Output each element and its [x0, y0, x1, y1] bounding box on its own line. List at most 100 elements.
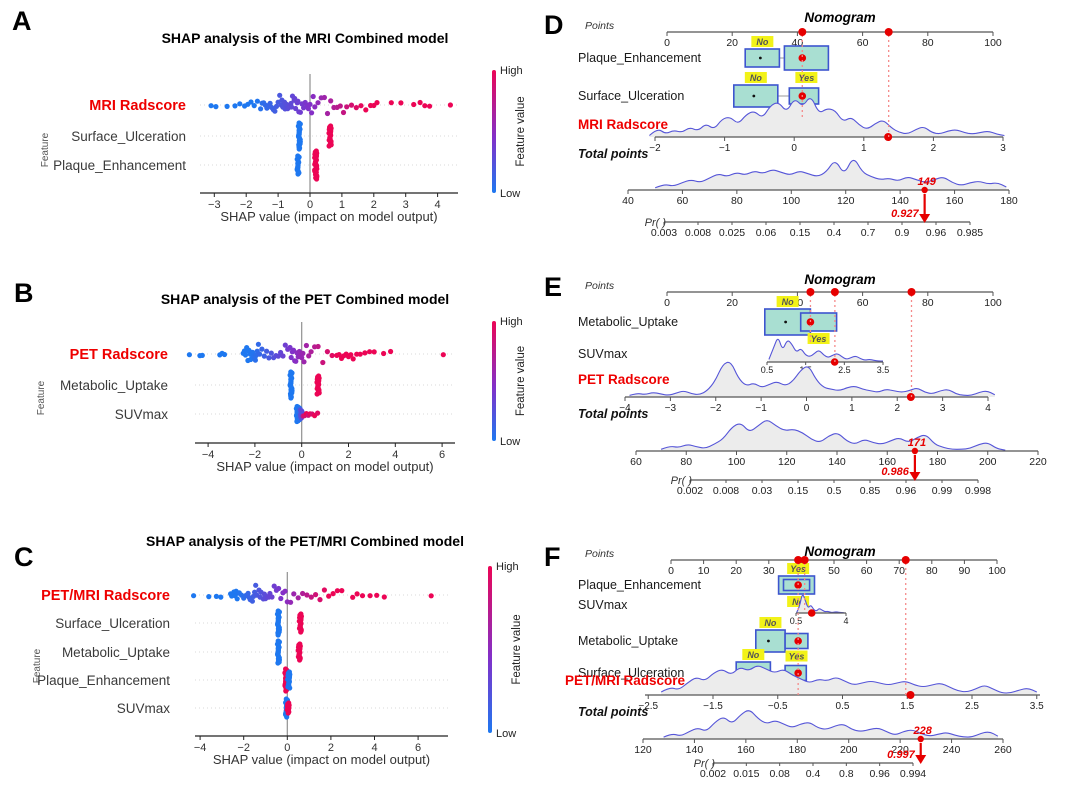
x-tick-label: −4 [194, 742, 207, 754]
nomogram-row-Metabolic_Uptake: No Yes [764, 296, 838, 344]
shap-point [308, 594, 314, 600]
radscore-density-fill [661, 666, 1037, 695]
shap-point [221, 351, 228, 358]
shap-point [309, 110, 315, 116]
feature-label: Metabolic_Uptake [62, 645, 170, 660]
y-axis-label: Feature [32, 648, 43, 683]
pr-tick-label: 0.9 [895, 227, 910, 239]
level-tag-label: No [782, 297, 794, 307]
shap-point [252, 357, 258, 363]
beeswarm-row-2 [274, 608, 304, 638]
panel-title-a: SHAP analysis of the MRI Combined model [161, 30, 449, 46]
radscore-tick-label: 2.5 [965, 701, 979, 712]
total-tick-label: 120 [837, 195, 855, 207]
shap-point [296, 146, 302, 152]
total-tick-label: 100 [728, 456, 746, 468]
shap-point [271, 583, 277, 589]
level-box [733, 84, 779, 108]
x-tick-label: −4 [202, 449, 215, 461]
shap-point [218, 594, 224, 600]
y-axis-label: Feature [36, 380, 47, 415]
x-tick-label: −2 [237, 742, 250, 754]
beeswarm-row-3 [294, 148, 320, 182]
pr-tick-label: 0.4 [827, 227, 842, 239]
shap-point [297, 657, 303, 663]
shap-point [417, 99, 423, 106]
radscore-tick-label: 1 [849, 403, 855, 414]
shap-point [344, 104, 350, 110]
shap-point [367, 593, 373, 599]
radscore-density-curve [649, 98, 1005, 137]
shap-point [249, 598, 255, 604]
panel-letter-d: D [544, 10, 564, 40]
total-tick-label: 180 [789, 744, 807, 756]
radscore-tick-label: 3 [940, 403, 946, 414]
marker-arrow-head [909, 472, 921, 481]
pr-tick-label: 0.985 [957, 227, 983, 239]
mean-dot [752, 94, 756, 98]
level-tag [759, 617, 782, 628]
shap-point [251, 103, 257, 109]
shap-point [288, 104, 295, 110]
x-tick-label: 1 [339, 199, 345, 211]
shap-point [288, 354, 294, 361]
panel-letter-a: A [12, 6, 32, 36]
radscore-value-dot [906, 691, 915, 699]
shap-point [264, 348, 270, 354]
radscore-tick-label: −1.5 [703, 701, 723, 712]
shap-point [374, 100, 380, 106]
x-tick-label: 2 [345, 449, 351, 461]
shap-point [257, 351, 263, 357]
mini-density-SUVmax-fill [796, 595, 845, 613]
total-marker-value: 149 [917, 176, 936, 188]
colorbar-low-label: Low [496, 728, 516, 740]
shap-point [388, 348, 394, 355]
shap-point [282, 588, 288, 594]
feature-label: Plaque_Enhancement [578, 578, 702, 592]
total-tick-label: 160 [946, 195, 964, 207]
mean-dot [767, 639, 770, 643]
total-marker-dot [917, 735, 924, 743]
shap-point [371, 349, 377, 355]
radscore-tick-label: −2 [649, 143, 661, 154]
shap-point [363, 107, 369, 113]
pr-tick-label: 0.008 [713, 485, 739, 497]
pr-tick-label: 0.03 [752, 485, 773, 497]
feature-label: Plaque_Enhancement [37, 673, 170, 688]
shap-point [275, 660, 281, 666]
shap-point [428, 593, 434, 599]
shap-point [398, 100, 404, 106]
points-axis-dot [830, 288, 839, 296]
colorbar [492, 70, 496, 193]
shap-point [354, 591, 360, 597]
x-tick-label: −2 [240, 199, 253, 211]
shap-point [340, 109, 347, 116]
shap-point [253, 582, 259, 588]
total-points-label: Total points [578, 705, 648, 719]
shap-point [336, 352, 342, 358]
panel-c: C SHAP analysis of the PET/MRI Combined … [0, 530, 540, 810]
shap-point [273, 103, 280, 109]
shap-point [232, 103, 238, 109]
nomogram-chart-petmri: Points0102030405060708090100Plaque_Enhan… [565, 548, 1044, 780]
panel-title-f: Nomogram [804, 544, 876, 559]
total-marker-value: 171 [908, 437, 926, 449]
shap-point [295, 171, 301, 177]
radscore-density-fill [649, 98, 1005, 137]
panel-letter-b: B [14, 278, 34, 308]
shap-point [275, 353, 281, 359]
radscore-tick-label: −1 [755, 403, 767, 414]
shap-point [268, 350, 274, 356]
shap-point [328, 98, 334, 104]
feature-label: Surface_Ulceration [55, 616, 170, 631]
level-tag-label: No [750, 73, 762, 83]
beeswarm-row-2 [287, 369, 322, 401]
shap-point [300, 590, 306, 597]
pr-tick-label: 0.002 [677, 485, 703, 497]
level-tag [742, 649, 765, 660]
radscore-tick-label: 4 [985, 403, 991, 414]
mini-tick-label: 3.5 [877, 365, 890, 375]
beeswarm-row-1 [208, 92, 453, 117]
shap-point [353, 105, 359, 111]
